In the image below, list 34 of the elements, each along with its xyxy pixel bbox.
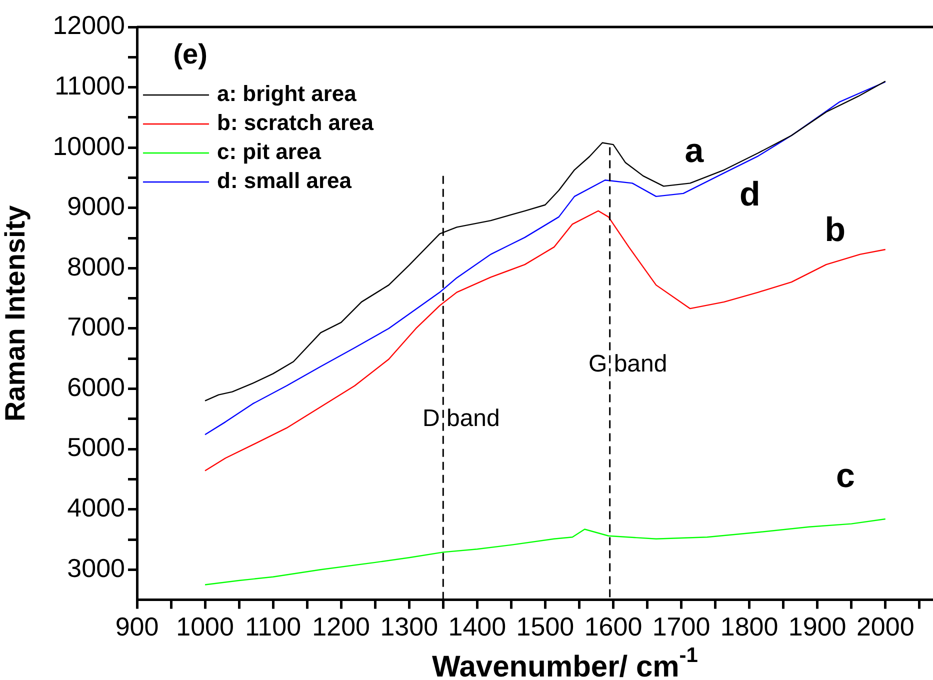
x-tick-label: 1100	[245, 612, 302, 642]
x-tick-label: 1800	[720, 612, 778, 642]
annotation: b	[824, 210, 846, 249]
x-tick-label: 2000	[856, 612, 914, 642]
y-tick-label: 11000	[54, 70, 125, 100]
annotation: c	[836, 457, 855, 496]
ref-line-label: D band	[422, 404, 500, 432]
x-tick-label: 1000	[176, 612, 234, 642]
legend-label: b: scratch area	[217, 110, 374, 136]
ref-line-label: G band	[588, 350, 668, 378]
x-tick-label: 1500	[516, 612, 574, 642]
y-tick-label: 3000	[67, 552, 125, 583]
x-tick-label: 1700	[652, 612, 710, 642]
legend-label: c: pit area	[217, 139, 322, 164]
annotation: (e)	[173, 38, 208, 70]
y-tick-label: 10000	[52, 130, 125, 161]
annotation: d	[740, 175, 760, 214]
legend-label: d: small area	[217, 168, 352, 194]
y-tick-label: 5000	[67, 432, 125, 462]
y-tick-label: 9000	[67, 191, 125, 222]
y-tick-label: 6000	[67, 372, 125, 402]
y-tick-label: 8000	[67, 251, 125, 282]
x-tick-label: 1900	[788, 612, 846, 642]
x-tick-label: 1400	[448, 612, 506, 642]
x-tick-label: 1300	[380, 612, 438, 642]
y-tick-label: 12000	[52, 10, 125, 40]
y-tick-label: 4000	[67, 492, 125, 523]
x-tick-label: 1600	[584, 612, 642, 642]
legend-label: a: bright area	[217, 81, 358, 106]
x-tick-label: 1200	[312, 612, 370, 642]
annotation: a	[684, 132, 705, 170]
x-tick-label: 900	[115, 612, 159, 642]
y-tick-label: 7000	[67, 312, 125, 342]
y-axis-title: Raman Intensity	[0, 204, 31, 422]
